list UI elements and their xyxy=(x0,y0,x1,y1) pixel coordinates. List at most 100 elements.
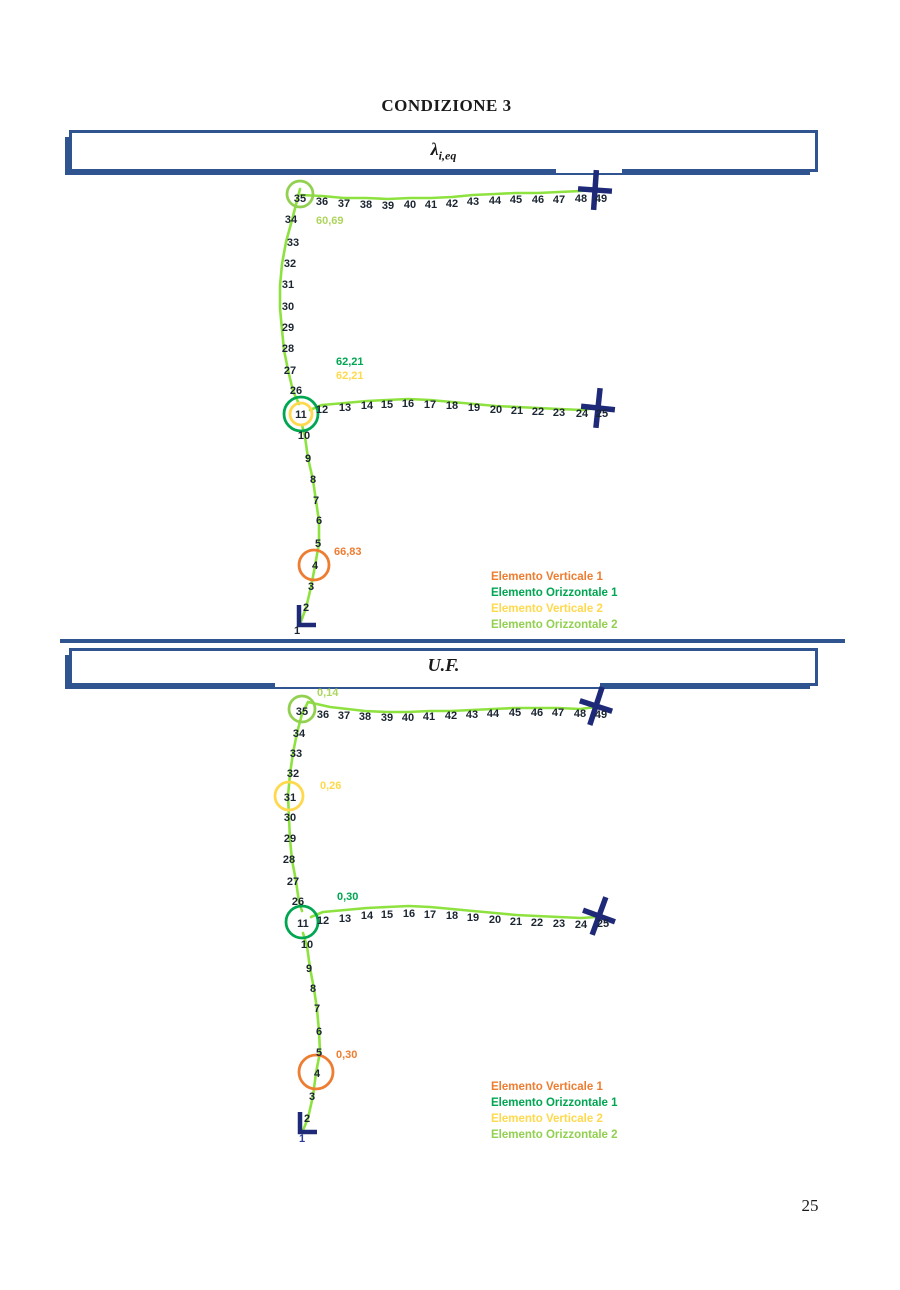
node-label: 1 xyxy=(299,1133,305,1145)
node-label: 9 xyxy=(305,453,311,465)
node-label: 7 xyxy=(314,1003,320,1015)
node-label: 47 xyxy=(552,707,564,719)
highlight-circle xyxy=(273,780,305,812)
node-label: 7 xyxy=(313,495,319,507)
node-label: 34 xyxy=(293,728,306,740)
section-lambda-box: λi,eq xyxy=(69,130,818,172)
cross-support-icon xyxy=(580,387,616,429)
cross-support-icon xyxy=(577,169,613,211)
node-label: 37 xyxy=(338,198,350,210)
cross-support-icon xyxy=(582,896,616,936)
node-label: 28 xyxy=(283,854,295,866)
element-line xyxy=(309,904,599,920)
node-label: 11 xyxy=(297,918,309,930)
node-label: 12 xyxy=(317,915,329,927)
node-label: 4 xyxy=(314,1068,321,1080)
node-label: 29 xyxy=(284,833,296,845)
value-label: 60,69 xyxy=(316,215,344,227)
node-label: 3 xyxy=(308,581,314,593)
value-label: 0,14 xyxy=(317,687,339,699)
node-label: 30 xyxy=(284,812,296,824)
node-label: 45 xyxy=(509,707,521,719)
base-support-icon xyxy=(297,1112,317,1135)
node-label: 27 xyxy=(287,876,299,888)
node-label: 13 xyxy=(339,402,351,414)
node-label: 31 xyxy=(284,792,296,804)
base-support-icon xyxy=(296,605,316,628)
node-label: 20 xyxy=(489,914,501,926)
highlight-circle xyxy=(288,401,314,427)
node-label: 46 xyxy=(531,707,543,719)
node-label: 23 xyxy=(553,918,565,930)
node-label: 9 xyxy=(306,963,312,975)
node-label: 39 xyxy=(381,712,393,724)
node-label: 5 xyxy=(315,538,321,550)
node-label: 10 xyxy=(298,430,310,442)
node-label: 19 xyxy=(468,402,480,414)
node-label: 44 xyxy=(487,708,500,720)
page-title: CONDIZIONE 3 xyxy=(381,96,512,115)
node-label: 27 xyxy=(284,365,296,377)
legend-item: Elemento Orizzontale 2 xyxy=(491,619,618,631)
node-label: 1 xyxy=(294,625,300,637)
legend-uf: Elemento Verticale 1 Elemento Orizzontale… xyxy=(491,1079,711,1143)
node-label: 3 xyxy=(309,1091,315,1103)
node-label: 32 xyxy=(287,768,299,780)
node-label: 18 xyxy=(446,910,458,922)
node-label: 24 xyxy=(576,408,589,420)
node-label: 16 xyxy=(403,908,415,920)
node-label: 25 xyxy=(596,408,608,420)
node-label: 25 xyxy=(597,918,609,930)
image-overlap-mask xyxy=(275,681,600,687)
node-label: 6 xyxy=(316,515,322,527)
node-label: 45 xyxy=(510,194,522,206)
node-label: 41 xyxy=(425,199,437,211)
node-label: 47 xyxy=(553,194,565,206)
node-label: 19 xyxy=(467,912,479,924)
node-label: 35 xyxy=(296,706,308,718)
node-label: 6 xyxy=(316,1026,322,1038)
highlight-circle xyxy=(284,904,320,940)
legend-item: Elemento Verticale 2 xyxy=(491,603,603,615)
value-label: 0,26 xyxy=(320,780,341,792)
node-label: 15 xyxy=(381,909,393,921)
legend-item: Elemento Verticale 1 xyxy=(491,571,603,583)
legend-item: Elemento Verticale 2 xyxy=(491,1113,603,1125)
node-label: 49 xyxy=(595,709,607,721)
node-label: 14 xyxy=(361,910,374,922)
node-label: 8 xyxy=(310,983,316,995)
legend-item: Elemento Verticale 1 xyxy=(491,1081,603,1093)
node-label: 44 xyxy=(489,195,502,207)
node-label: 40 xyxy=(404,199,416,211)
node-label: 22 xyxy=(532,406,544,418)
node-label: 37 xyxy=(338,710,350,722)
node-label: 8 xyxy=(310,474,316,486)
node-label: 18 xyxy=(446,400,458,412)
node-label: 20 xyxy=(490,404,502,416)
legend-item: Elemento Orizzontale 1 xyxy=(491,587,618,599)
node-label: 17 xyxy=(424,909,436,921)
node-label: 2 xyxy=(304,1113,310,1125)
node-label: 15 xyxy=(381,399,393,411)
node-label: 23 xyxy=(553,407,565,419)
highlight-circle xyxy=(285,179,315,209)
page-number: 25 xyxy=(801,1196,819,1215)
element-line xyxy=(299,188,599,201)
node-label: 34 xyxy=(285,214,298,226)
node-label: 42 xyxy=(446,198,458,210)
legend-lambda: Elemento Verticale 1 Elemento Orizzontale… xyxy=(491,569,711,633)
node-label: 24 xyxy=(575,919,588,931)
highlight-circle xyxy=(287,694,317,724)
value-label: 0,30 xyxy=(336,1049,357,1061)
node-label: 30 xyxy=(282,301,294,313)
node-label: 26 xyxy=(292,896,304,908)
node-label: 29 xyxy=(282,322,294,334)
element-line xyxy=(308,397,599,412)
element-line xyxy=(300,931,322,1135)
element-line xyxy=(298,423,321,626)
node-label: 21 xyxy=(511,405,523,417)
node-label: 33 xyxy=(290,748,302,760)
node-label: 10 xyxy=(301,939,313,951)
